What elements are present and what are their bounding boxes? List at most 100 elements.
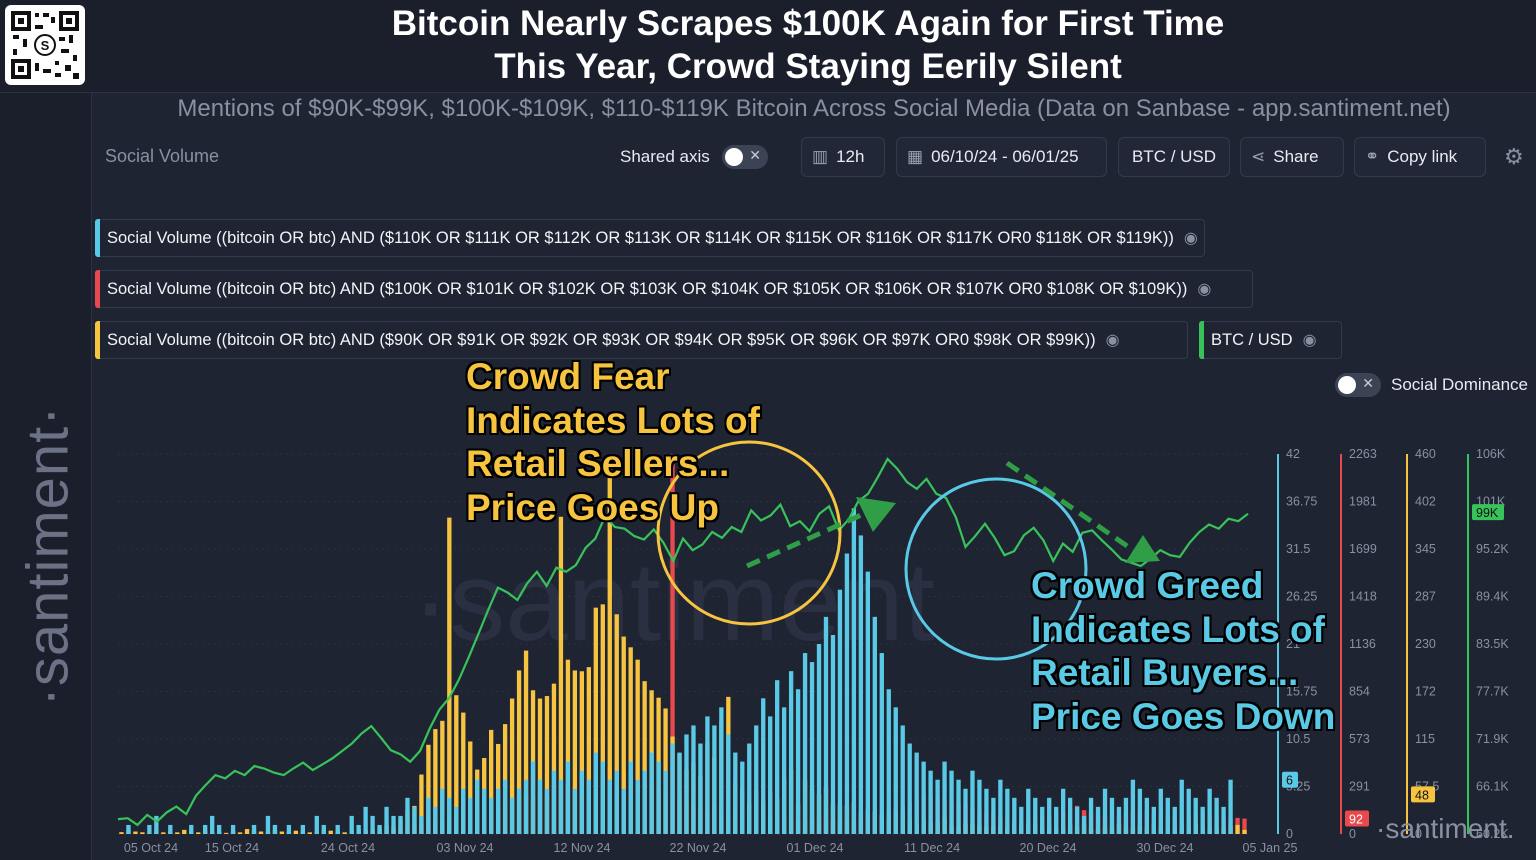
bar-110k <box>754 725 759 834</box>
bar-90k <box>509 698 515 834</box>
current-value-badge <box>1472 504 1504 521</box>
bar-90k <box>502 724 508 834</box>
y-tick-label: 106K <box>1476 447 1506 461</box>
y-tick-label: 77.7K <box>1476 685 1509 699</box>
bar-110k <box>914 752 919 834</box>
settings-gear-icon[interactable]: ⚙ <box>1504 144 1524 169</box>
bar-90k <box>1242 829 1247 834</box>
bar-110k <box>942 761 947 834</box>
bar-110k <box>781 707 787 834</box>
bar-110k <box>1088 797 1094 834</box>
bar-90k <box>600 604 605 834</box>
bar-110k <box>1172 806 1177 834</box>
x-tick-label: 03 Nov 24 <box>437 841 494 855</box>
legend-item-90k[interactable]: Social Volume ((bitcoin OR btc) AND ($90… <box>95 321 1188 359</box>
bar-110k <box>747 743 752 834</box>
bar-90k <box>579 671 585 834</box>
interval-button[interactable]: ▥ 12h <box>801 137 885 177</box>
bar-110k <box>210 815 215 834</box>
bar-110k <box>356 824 361 834</box>
bar-110k <box>377 824 382 834</box>
bar-110k <box>712 725 717 834</box>
bar-90k <box>621 636 626 834</box>
eye-icon[interactable]: ◉ <box>1197 281 1212 298</box>
qr-code[interactable]: S <box>5 5 85 85</box>
bar-110k <box>872 616 877 834</box>
bar-90k <box>342 832 347 834</box>
bar-110k <box>816 644 822 834</box>
shared-axis-toggle[interactable]: ✕ <box>722 145 768 169</box>
x-tick-label: 05 Oct 24 <box>124 841 178 855</box>
bar-110k <box>1005 788 1010 834</box>
y-tick-label: 1699 <box>1349 542 1377 556</box>
bar-90k <box>1235 824 1240 834</box>
bar-110k <box>726 734 731 834</box>
bar-110k <box>558 779 564 834</box>
bar-110k <box>530 761 536 834</box>
bar-90k <box>196 832 201 834</box>
pair-button[interactable]: BTC / USD <box>1118 137 1230 177</box>
greed-highlight-circle <box>904 477 1088 661</box>
bar-110k <box>628 761 633 834</box>
btc-price-line <box>117 457 1249 827</box>
bar-110k <box>440 788 445 834</box>
bar-110k <box>482 788 487 834</box>
share-button[interactable]: ⋖ Share <box>1240 137 1344 177</box>
bar-90k <box>140 832 145 834</box>
bar-110k <box>768 716 773 834</box>
y-tick-label: 402 <box>1415 495 1436 509</box>
uptrend-arrow-line <box>745 509 870 569</box>
date-range-button[interactable]: ▦ 06/10/24 - 06/01/25 <box>896 137 1107 177</box>
copy-link-button[interactable]: ⚭ Copy link <box>1354 137 1486 177</box>
bar-110k <box>977 779 982 834</box>
bar-110k <box>802 653 808 834</box>
bar-110k <box>461 788 466 834</box>
bar-90k <box>614 614 619 834</box>
x-tick-label: 05 Jan 25 <box>1243 841 1298 855</box>
bar-110k <box>203 824 208 834</box>
bar-110k <box>865 571 871 834</box>
bar-110k <box>154 815 159 834</box>
bar-110k <box>886 689 891 834</box>
bar-110k <box>1151 806 1156 834</box>
current-value-badge <box>1345 810 1369 827</box>
greed-annotation-line: Price Goes Down <box>1031 695 1336 737</box>
legend-item-100k[interactable]: Social Volume ((bitcoin OR btc) AND ($10… <box>95 270 1253 308</box>
bar-110k <box>593 752 598 834</box>
y-tick-label: 26.25 <box>1286 590 1317 604</box>
bar-110k <box>1102 788 1108 834</box>
bar-110k <box>761 698 766 834</box>
bar-110k <box>984 788 989 834</box>
downtrend-arrow-line <box>1005 460 1132 551</box>
x-tick-label: 20 Dec 24 <box>1020 841 1077 855</box>
bar-100k <box>670 454 675 834</box>
bar-90k <box>328 830 333 834</box>
bar-90k <box>175 832 180 834</box>
bar-110k <box>1054 806 1059 834</box>
bar-110k <box>363 806 368 834</box>
bar-110k <box>1193 797 1198 834</box>
bar-110k <box>516 788 522 834</box>
share-icon: ⋖ <box>1251 147 1266 166</box>
bar-90k <box>119 832 124 834</box>
x-tick-label: 12 Nov 24 <box>554 841 611 855</box>
bar-110k <box>1144 797 1150 834</box>
legend-item-btc-usd[interactable]: BTC / USD ◉ <box>1199 321 1342 359</box>
bar-110k <box>321 824 326 834</box>
bar-110k <box>572 788 578 834</box>
bar-110k <box>656 761 661 834</box>
bar-110k <box>963 788 968 834</box>
bar-110k <box>147 824 152 834</box>
bar-90k <box>607 459 612 834</box>
eye-icon[interactable]: ◉ <box>1302 332 1317 349</box>
legend-item-110k[interactable]: Social Volume ((bitcoin OR btc) AND ($11… <box>95 219 1205 257</box>
bar-110k <box>635 779 640 834</box>
eye-icon[interactable]: ◉ <box>1105 332 1120 349</box>
social-dominance-toggle[interactable]: ✕ <box>1335 373 1381 397</box>
bar-110k <box>1095 806 1101 834</box>
bar-90k <box>433 729 438 834</box>
title-line-1: Bitcoin Nearly Scrapes $100K Again for F… <box>391 4 1225 43</box>
eye-icon[interactable]: ◉ <box>1183 230 1198 247</box>
y-tick-label: 60.2K <box>1476 827 1509 841</box>
